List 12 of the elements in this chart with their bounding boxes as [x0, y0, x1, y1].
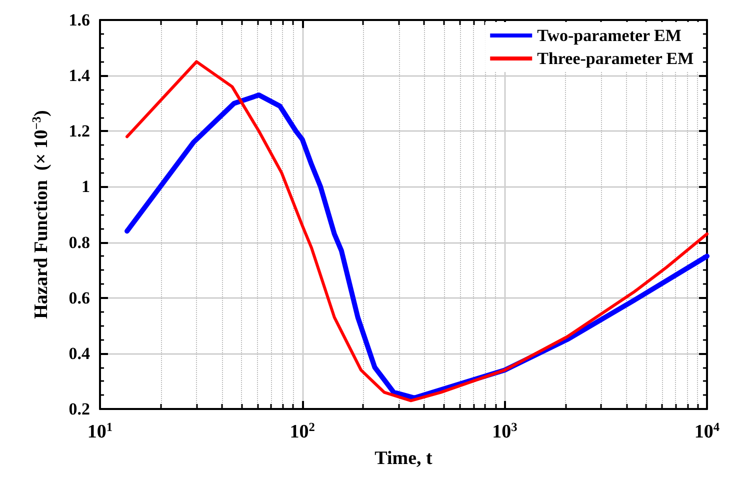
legend-label: Three-parameter EM [537, 49, 694, 68]
y-tick-label: 1.4 [68, 66, 90, 86]
y-tick-label: 1.6 [68, 10, 90, 30]
y-tick-label: 0.4 [68, 344, 90, 363]
y-axis-title: Hazard Function (× 10−3) [30, 110, 52, 319]
y-tick-label: 0.8 [68, 232, 90, 252]
y-tick-label: 0.6 [68, 288, 90, 308]
y-tick-label: 1 [82, 177, 90, 196]
x-axis-title: Time, t [374, 448, 434, 469]
y-tick-label: 0.2 [68, 400, 90, 418]
y-tick-label: 1.2 [68, 122, 90, 141]
legend-label: Two-parameter EM [537, 26, 682, 45]
